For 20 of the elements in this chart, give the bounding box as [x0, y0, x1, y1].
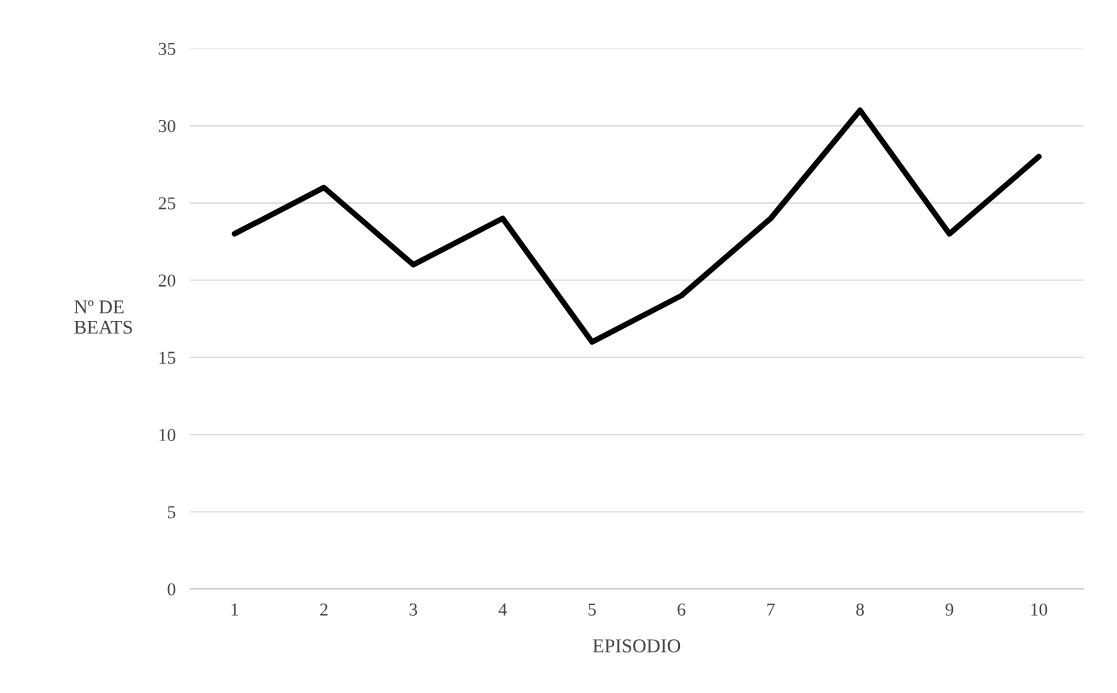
x-tick-label: 2: [320, 603, 328, 616]
x-axis-title: EPISODIO: [592, 639, 681, 653]
y-tick-label: 15: [159, 351, 176, 364]
x-tick-label: 9: [945, 603, 954, 616]
x-tick-label: 3: [409, 603, 418, 616]
y-tick-label: 30: [158, 119, 176, 133]
y-tick-label: 35: [158, 42, 176, 55]
x-tick-label: 10: [1031, 603, 1048, 616]
y-tick-label: 10: [159, 428, 176, 442]
x-tick-label: 4: [498, 603, 507, 616]
y-tick-label: 5: [168, 506, 176, 519]
y-axis-title: Nº DE BEATS: [74, 300, 132, 334]
x-tick-label: 7: [767, 603, 775, 616]
y-tick-label: 0: [167, 583, 176, 596]
x-tick-label: 8: [856, 603, 864, 616]
y-tick-label: 20: [158, 274, 176, 287]
x-tick-label: 1: [231, 603, 238, 616]
y-tick-label: 25: [158, 197, 176, 210]
x-tick-label: 5: [588, 603, 596, 616]
x-tick-label: 6: [677, 603, 686, 616]
